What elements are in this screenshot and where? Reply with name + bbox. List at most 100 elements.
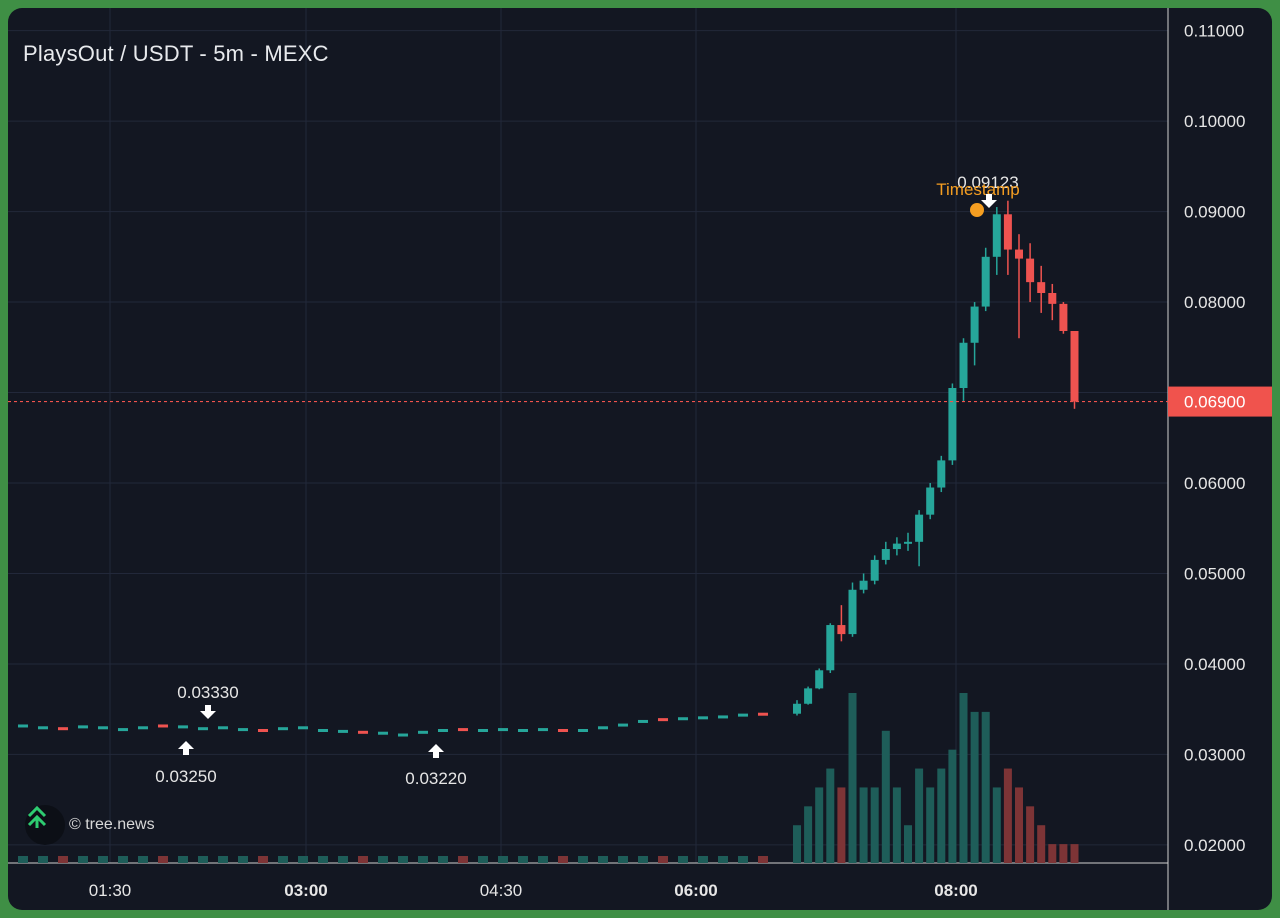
candle-body (915, 514, 924, 542)
candle-body (815, 670, 824, 689)
flat-candle (378, 731, 388, 735)
candle-body (1059, 303, 1068, 331)
flat-candle (258, 729, 268, 732)
flat-candle (78, 725, 88, 729)
flat-candle (238, 728, 248, 732)
candle-body (1037, 282, 1046, 293)
flat-candle (438, 729, 448, 732)
volume-bar (1059, 844, 1068, 863)
flat-volume-bar (698, 856, 708, 863)
flat-candle (678, 717, 688, 721)
flat-candle (358, 730, 368, 734)
flat-candle (118, 728, 128, 732)
volume-bar (937, 768, 946, 863)
volume-bar (892, 787, 901, 863)
timestamp-marker-dot (970, 203, 984, 217)
flat-candle (318, 729, 328, 732)
flat-volume-bar (198, 856, 208, 863)
volume-bar (904, 825, 912, 863)
flat-volume-bar (718, 856, 728, 863)
flat-volume-bar (338, 856, 348, 863)
volume-bar (1026, 806, 1035, 863)
flat-candle (298, 726, 308, 730)
flat-candle (458, 728, 468, 732)
flat-volume-bar (638, 856, 648, 863)
flat-candle (38, 726, 48, 730)
flat-volume-bar (78, 856, 88, 863)
flat-candle (518, 729, 528, 732)
candle-body (948, 388, 957, 461)
flat-candle (498, 728, 508, 732)
flat-volume-bar (178, 856, 188, 863)
flat-candle (418, 730, 428, 734)
flat-volume-bar (678, 856, 688, 863)
flat-candle (98, 726, 108, 730)
volume-bar (1070, 844, 1079, 863)
candle-body (837, 625, 846, 635)
x-tick-label: 03:00 (284, 881, 327, 900)
flat-candle (58, 727, 68, 731)
flat-volume-bar (478, 856, 488, 863)
volume-bar (992, 787, 1001, 863)
flat-volume-bar (538, 856, 548, 863)
annotation-peak-label: 0.09123 (957, 173, 1018, 192)
x-tick-label: 01:30 (89, 881, 132, 900)
candle-body (859, 580, 868, 590)
candle-body (793, 703, 801, 714)
flat-candle (658, 718, 668, 722)
flat-candle (618, 723, 628, 727)
arrow-down-icon (981, 194, 997, 208)
volume-bar (1003, 768, 1012, 863)
candle-body (870, 559, 879, 581)
arrow-up-icon (428, 744, 444, 758)
candlestick-chart: 0.110000.100000.090000.080000.070000.060… (8, 8, 1272, 910)
y-tick-label: 0.04000 (1184, 655, 1245, 674)
flat-volume-bar (138, 856, 148, 863)
volume-bar (959, 693, 968, 863)
candle-body (926, 487, 935, 515)
flat-volume-bar (438, 856, 448, 863)
candle-body (959, 342, 968, 388)
candle-body (937, 460, 946, 488)
candle-body (1015, 249, 1023, 259)
arrow-up-icon (178, 741, 194, 755)
candle-body (848, 589, 857, 635)
flat-volume-bar (238, 856, 248, 863)
candle-body (1070, 331, 1079, 402)
flat-volume-bar (118, 856, 128, 863)
flat-candle (598, 726, 608, 730)
candle-body (981, 256, 990, 307)
flat-volume-bar (298, 856, 308, 863)
volume-bar (815, 787, 824, 863)
flat-candle (198, 727, 208, 731)
flat-candle (578, 729, 588, 732)
arrow-down-icon (200, 705, 216, 719)
flat-candle (338, 729, 348, 733)
volume-bar (1015, 787, 1023, 863)
candle-body (804, 688, 813, 704)
flat-volume-bar (258, 856, 268, 863)
timestamp-label: Timestamp (936, 180, 1019, 199)
flat-volume-bar (278, 856, 288, 863)
x-tick-label: 04:30 (480, 881, 523, 900)
flat-volume-bar (558, 856, 568, 863)
annotation-low-label: 0.03220 (405, 769, 466, 788)
flat-candle (278, 727, 288, 731)
y-tick-label: 0.09000 (1184, 203, 1245, 222)
flat-volume-bar (98, 856, 108, 863)
flat-volume-bar (398, 856, 408, 863)
y-tick-label: 0.10000 (1184, 112, 1245, 131)
flat-volume-bar (738, 856, 748, 863)
flat-candle (758, 712, 768, 716)
chart-title: PlaysOut / USDT - 5m - MEXC (23, 41, 329, 66)
flat-candle (138, 726, 148, 730)
y-tick-label: 0.05000 (1184, 564, 1245, 583)
volume-bar (881, 730, 890, 863)
flat-volume-bar (318, 856, 328, 863)
flat-volume-bar (618, 856, 628, 863)
candle-body (1003, 214, 1012, 250)
candle-body (970, 306, 979, 343)
y-tick-label: 0.11000 (1184, 22, 1244, 41)
y-tick-label: 0.03000 (1184, 745, 1245, 764)
last-price-label: 0.06900 (1184, 393, 1245, 412)
